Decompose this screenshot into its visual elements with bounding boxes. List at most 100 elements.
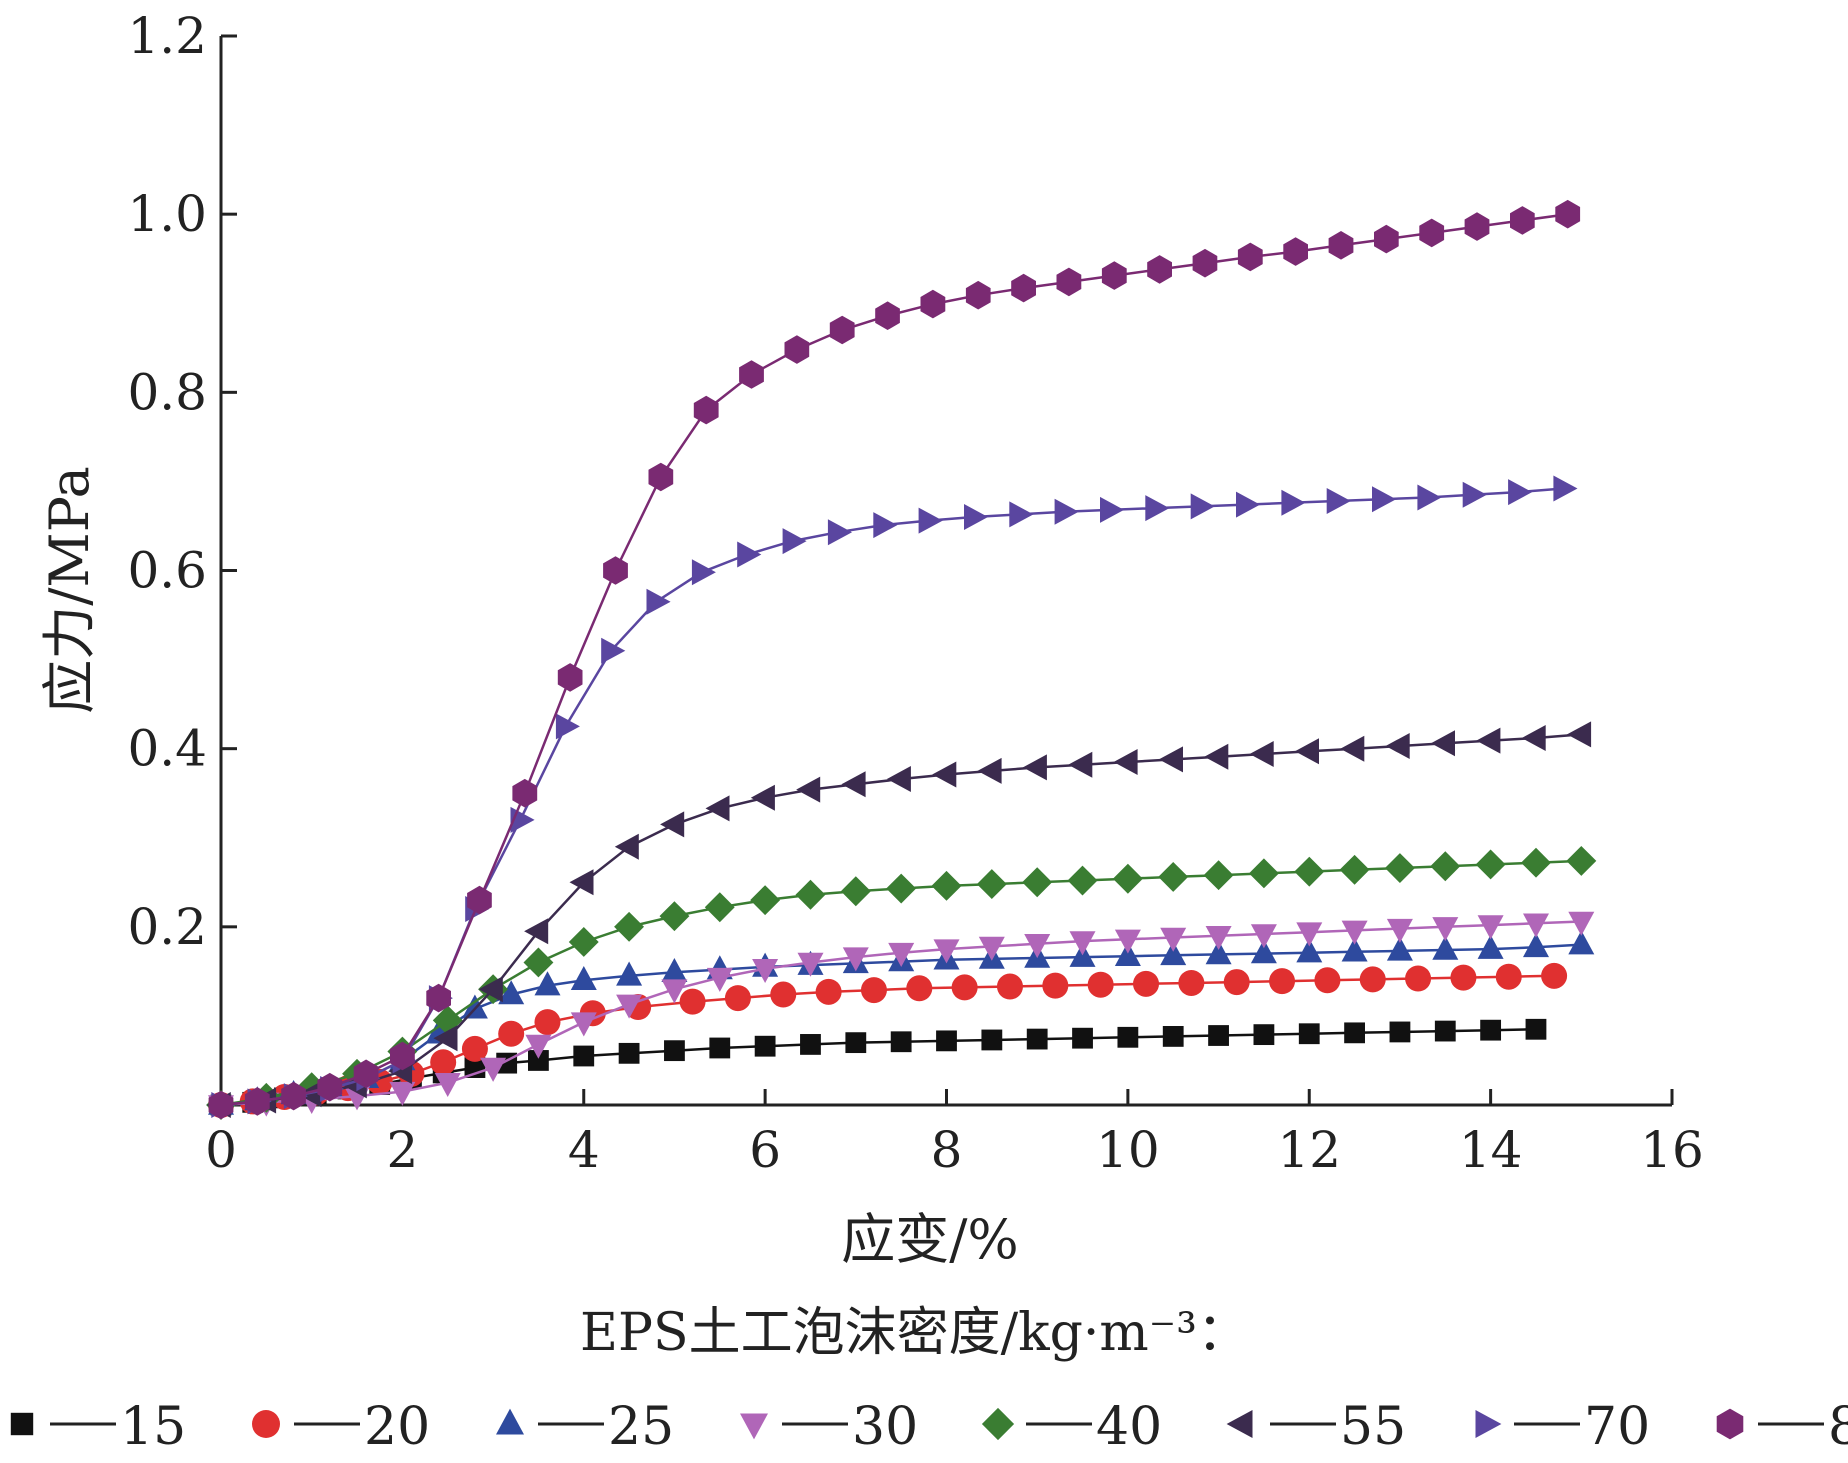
data-point-25	[661, 958, 687, 982]
data-point-20	[861, 977, 887, 1003]
data-point-30	[1070, 931, 1096, 955]
data-point-70	[828, 519, 852, 545]
data-point-40	[977, 869, 1007, 899]
series-layer	[206, 200, 1596, 1120]
data-point-55	[887, 766, 911, 792]
data-point-15	[936, 1030, 957, 1051]
data-point-25	[616, 962, 642, 986]
data-point-25	[571, 966, 597, 990]
legend-label-25: 25	[608, 1397, 674, 1457]
data-point-15	[1390, 1022, 1411, 1043]
y-tick-label: 0.4	[127, 720, 207, 778]
data-point-80	[1510, 206, 1535, 235]
data-point-80	[739, 360, 764, 389]
x-tick-label: 4	[568, 1121, 600, 1179]
legend-label-55: 55	[1340, 1397, 1406, 1457]
legend-marker-70	[1476, 1410, 1502, 1438]
x-tick-label: 0	[205, 1121, 237, 1179]
data-point-20	[1224, 969, 1250, 995]
data-point-30	[888, 943, 914, 967]
x-tick-label: 10	[1096, 1121, 1160, 1179]
legend-item-20: 20	[252, 1397, 430, 1457]
data-point-70	[1145, 495, 1169, 521]
data-point-40	[1430, 851, 1460, 881]
legend-item-80: 80	[1717, 1397, 1848, 1457]
data-point-80	[966, 281, 991, 310]
data-point-15	[1117, 1027, 1138, 1048]
legend-label-15: 15	[120, 1397, 186, 1457]
data-point-30	[1160, 928, 1186, 952]
data-point-20	[1360, 966, 1386, 992]
data-point-70	[1281, 490, 1305, 516]
data-point-40	[932, 871, 962, 901]
data-point-55	[1159, 746, 1183, 772]
data-point-40	[1521, 848, 1551, 878]
data-point-20	[680, 989, 706, 1015]
data-point-80	[649, 463, 674, 492]
data-point-30	[389, 1082, 415, 1106]
data-point-20	[1405, 966, 1431, 992]
data-point-70	[1463, 482, 1487, 508]
data-point-70	[737, 542, 761, 568]
data-point-15	[981, 1030, 1002, 1051]
data-point-80	[875, 301, 900, 330]
data-point-15	[1027, 1029, 1048, 1050]
data-point-55	[1431, 730, 1455, 756]
data-point-40	[569, 927, 599, 957]
data-point-40	[841, 876, 871, 906]
data-point-15	[1435, 1021, 1456, 1042]
data-point-15	[891, 1031, 912, 1052]
data-point-15	[709, 1038, 730, 1059]
data-point-15	[800, 1034, 821, 1055]
data-point-55	[1340, 736, 1364, 762]
data-point-20	[1450, 965, 1476, 991]
data-point-15	[1299, 1023, 1320, 1044]
data-point-55	[1204, 744, 1228, 770]
data-point-70	[1372, 486, 1396, 512]
y-tick-label: 1.0	[127, 185, 207, 243]
data-point-30	[979, 937, 1005, 961]
data-point-20	[1042, 973, 1068, 999]
data-point-55	[1522, 725, 1546, 751]
x-axis-title: 应变/%	[841, 1208, 1019, 1271]
data-point-40	[1476, 850, 1506, 880]
legend-marker-25	[496, 1409, 524, 1435]
data-point-15	[1526, 1019, 1547, 1040]
data-point-80	[1011, 274, 1036, 303]
data-point-80	[830, 316, 855, 345]
data-point-70	[783, 528, 807, 554]
data-point-20	[1269, 968, 1295, 994]
data-point-20	[1541, 963, 1567, 989]
data-point-20	[997, 974, 1023, 1000]
data-point-30	[1387, 919, 1413, 943]
data-point-55	[796, 777, 820, 803]
data-point-70	[873, 512, 897, 538]
data-point-55	[1476, 728, 1500, 754]
x-tick-label: 14	[1459, 1121, 1523, 1179]
data-point-80	[558, 663, 583, 692]
data-point-80	[1147, 255, 1172, 284]
data-point-40	[1566, 846, 1596, 876]
legend-item-30: 30	[740, 1397, 918, 1457]
axes: 0 2 4 6 8 10 12 14 16 0.2 0.4 0.6 0.8 1.0 1.2	[127, 7, 1703, 1179]
y-tick-label: 0.6	[127, 542, 207, 600]
data-point-70	[1553, 476, 1577, 502]
data-point-20	[1314, 967, 1340, 993]
data-point-80	[1555, 200, 1580, 229]
data-point-55	[1114, 749, 1138, 775]
legend-title: EPS土工泡沫密度/kg·m⁻³：	[580, 1303, 1249, 1363]
data-point-55	[570, 869, 594, 895]
data-point-15	[1344, 1022, 1365, 1043]
data-point-40	[1068, 866, 1098, 896]
y-tick-label: 0.2	[127, 898, 207, 956]
data-point-55	[1386, 733, 1410, 759]
data-point-70	[1417, 485, 1441, 511]
data-point-15	[1072, 1028, 1093, 1049]
data-point-20	[1133, 971, 1159, 997]
legend-label-40: 40	[1096, 1397, 1162, 1457]
legend-item-55: 55	[1227, 1397, 1407, 1457]
data-point-40	[614, 912, 644, 942]
data-point-20	[906, 975, 932, 1001]
data-point-55	[1295, 738, 1319, 764]
data-point-20	[1088, 972, 1114, 998]
